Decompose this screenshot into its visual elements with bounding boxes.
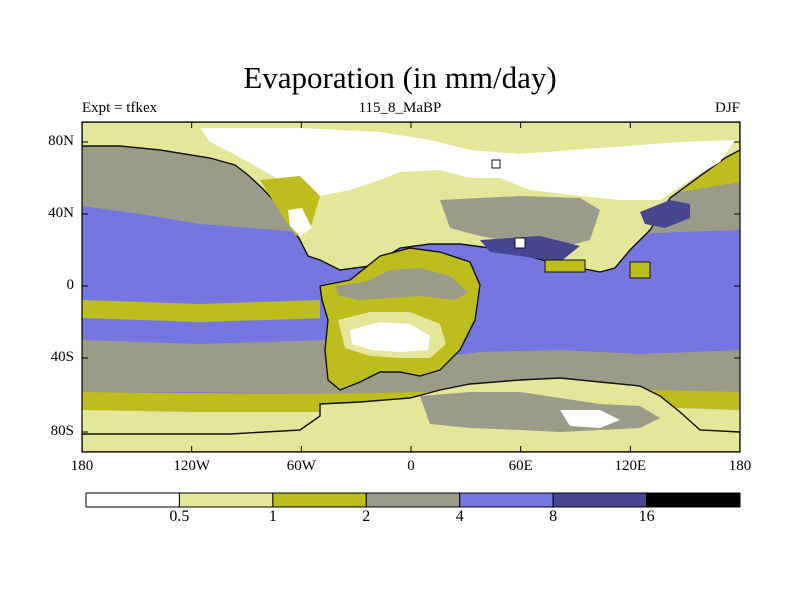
latitude-label: 80N: [48, 133, 74, 149]
color-legend-label: 1: [268, 508, 277, 525]
island-north: [491, 159, 501, 169]
gondwana-humid-band: [335, 268, 468, 300]
color-legend-label: 4: [455, 508, 464, 525]
period-label: 115_8_MaBP: [358, 100, 442, 116]
color-legend-swatch: [85, 492, 180, 508]
map-title: Evaporation (in mm/day): [243, 60, 557, 95]
color-legend-label: 16: [638, 508, 655, 525]
color-legend-swatch: [272, 492, 367, 508]
laurasia-cold-interior: [200, 128, 735, 200]
longitude-label: 120E: [614, 458, 647, 474]
gondwana-dry-interior: [350, 322, 430, 352]
map-plot-area: [82, 122, 740, 452]
south-ocean-band: [82, 318, 330, 344]
antarctic-continent: [82, 377, 740, 452]
color-legend-label: 0.5: [169, 508, 190, 525]
longitude-label: 180: [728, 458, 752, 474]
island-southeast: [544, 259, 586, 273]
color-legend-swatch: [646, 492, 741, 508]
color-legend-bar: [85, 492, 741, 508]
island-tethys: [514, 237, 526, 249]
island-east: [629, 261, 651, 279]
latitude-label: 40N: [48, 205, 74, 221]
longitude-label: 120W: [173, 458, 210, 474]
color-legend-swatch: [459, 492, 554, 508]
experiment-label: Expt = tfkex: [82, 100, 158, 116]
tethys-high-evaporation: [480, 236, 580, 262]
antarctic-white-patch: [560, 410, 620, 428]
season-label: DJF: [714, 100, 740, 116]
latitude-label: 0: [66, 277, 75, 293]
longitude-label: 180: [70, 458, 94, 474]
color-legend-swatch: [552, 492, 648, 508]
color-legend-label: 2: [362, 508, 371, 525]
color-legend-swatch: [365, 492, 461, 508]
longitude-label: 60E: [508, 458, 533, 474]
latitude-tick-marks: [82, 141, 740, 433]
longitude-label: 60W: [286, 458, 316, 474]
latitude-label: 40S: [50, 349, 74, 365]
latitude-label: 80S: [50, 423, 74, 439]
east-basin-high-evaporation: [640, 200, 690, 228]
color-legend-label: 8: [549, 508, 558, 525]
color-legend-swatch: [178, 492, 274, 508]
longitude-label: 0: [407, 458, 415, 474]
inland-gray-region: [440, 196, 600, 248]
longitude-tick-marks: [81, 122, 741, 452]
west-coast-white-patch: [288, 208, 312, 236]
